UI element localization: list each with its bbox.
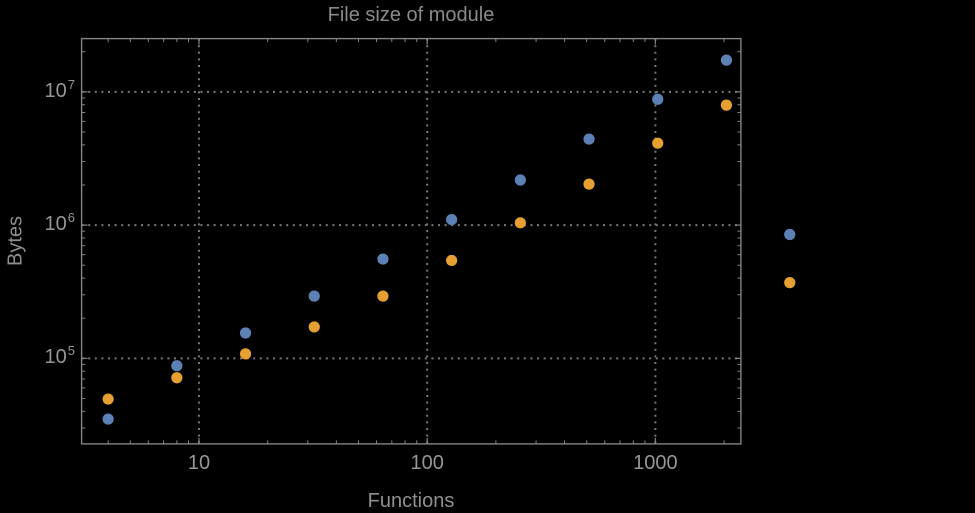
- x-tick-label: 100: [410, 452, 444, 474]
- data-point-series-orange: [308, 321, 320, 333]
- data-point-series-blue: [239, 327, 252, 339]
- data-point-series-blue: [784, 228, 796, 241]
- data-point-series-orange: [102, 393, 114, 405]
- x-tick-label: 10: [187, 452, 211, 474]
- y-tick-exponent: 7: [67, 76, 75, 92]
- data-point-series-orange: [239, 348, 252, 360]
- plot-frame: [80, 37, 742, 445]
- y-tick-base: 10: [44, 346, 67, 369]
- y-tick-label: 105: [0, 343, 75, 369]
- y-tick-base: 10: [44, 213, 67, 236]
- x-axis-label: Functions: [367, 490, 455, 512]
- y-tick-label: 106: [0, 210, 75, 236]
- data-point-series-orange: [652, 137, 664, 149]
- data-point-series-blue: [377, 253, 389, 265]
- data-point-series-blue: [102, 413, 114, 425]
- data-point-series-orange: [720, 99, 733, 111]
- data-point-series-orange: [171, 372, 183, 384]
- data-point-series-blue: [720, 54, 733, 66]
- data-point-series-blue: [514, 174, 526, 186]
- x-tick-label: 1000: [633, 452, 678, 474]
- y-tick-label: 107: [0, 76, 75, 102]
- y-tick-exponent: 5: [67, 343, 75, 359]
- data-point-series-orange: [377, 290, 389, 302]
- data-point-series-blue: [446, 213, 458, 226]
- data-point-series-blue: [583, 133, 595, 145]
- y-tick-base: 10: [44, 79, 67, 102]
- chart-title: File size of module: [327, 4, 495, 26]
- data-point-series-orange: [446, 254, 458, 267]
- data-point-series-blue: [652, 93, 664, 105]
- data-point-series-orange: [583, 178, 595, 190]
- y-tick-exponent: 6: [67, 210, 75, 226]
- data-point-series-blue: [308, 290, 320, 302]
- data-point-series-orange: [514, 217, 526, 229]
- data-point-series-orange: [784, 277, 796, 289]
- data-point-series-blue: [171, 360, 183, 372]
